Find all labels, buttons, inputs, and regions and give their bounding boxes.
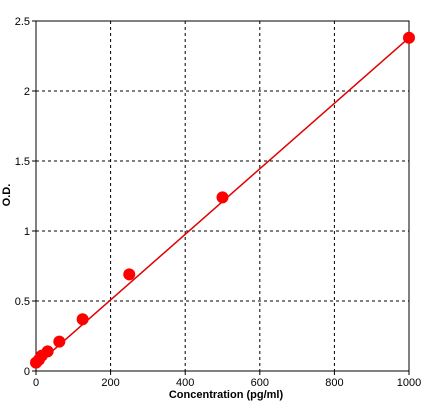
y-tick-label: 0 (24, 366, 30, 378)
y-tick-label: 2 (24, 86, 30, 98)
data-points (30, 31, 415, 369)
data-point (123, 268, 136, 281)
data-point (76, 313, 89, 326)
x-axis-label: Concentration (pg/ml) (169, 389, 284, 401)
x-tick-label: 0 (33, 377, 39, 389)
plot-border (35, 20, 410, 372)
y-tick-label: 1 (24, 226, 30, 238)
y-tick-labels: 0 0.5 1 1.5 2 2.5 (15, 16, 30, 378)
grid-lines (36, 21, 409, 371)
y-axis-label: O.D. (1, 184, 13, 207)
x-tick-label: 1000 (397, 377, 421, 389)
y-tick-label: 1.5 (15, 156, 30, 168)
y-tick-label: 0.5 (15, 296, 30, 308)
x-tick-label: 600 (251, 377, 269, 389)
data-point (216, 191, 229, 204)
y-tick-label: 2.5 (15, 16, 30, 28)
x-tick-label: 800 (325, 377, 343, 389)
data-point (41, 345, 54, 358)
x-tick-labels: 0 200 400 600 800 1000 (33, 377, 421, 389)
data-point (403, 31, 415, 44)
data-point (53, 335, 66, 348)
x-tick-label: 200 (101, 377, 119, 389)
x-tick-label: 400 (176, 377, 194, 389)
plot-frame (32, 20, 410, 375)
